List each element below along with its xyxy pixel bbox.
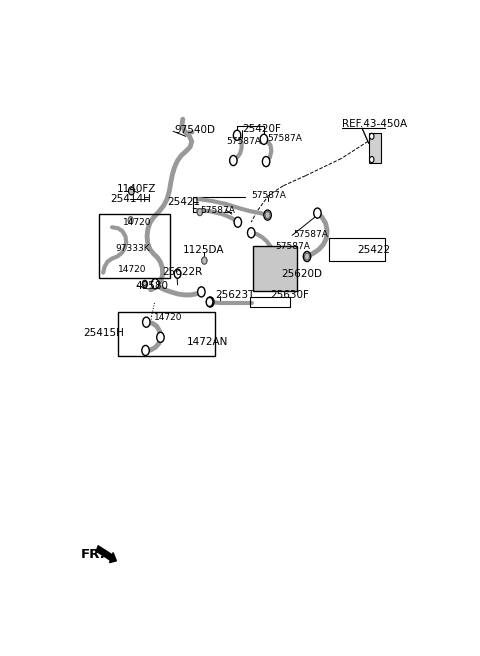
Text: 57587A: 57587A	[251, 192, 286, 200]
Circle shape	[142, 280, 147, 287]
Text: 49580: 49580	[136, 281, 169, 291]
Text: 25414H: 25414H	[110, 194, 152, 204]
Circle shape	[198, 287, 205, 297]
Circle shape	[206, 297, 214, 307]
Circle shape	[229, 155, 237, 165]
Text: 25415H: 25415H	[83, 328, 124, 338]
Bar	[250, 297, 290, 307]
Circle shape	[265, 212, 270, 218]
FancyArrow shape	[96, 546, 116, 563]
Circle shape	[233, 131, 241, 140]
Circle shape	[152, 279, 159, 289]
Circle shape	[202, 257, 207, 264]
Text: 25630F: 25630F	[271, 290, 310, 300]
Circle shape	[129, 187, 134, 195]
Text: 25420F: 25420F	[242, 124, 281, 134]
Circle shape	[263, 157, 270, 167]
Text: 25421: 25421	[167, 197, 200, 207]
Bar	[329, 238, 385, 260]
Text: 57587A: 57587A	[293, 230, 328, 239]
Text: 97333K: 97333K	[115, 244, 150, 253]
Circle shape	[143, 317, 150, 327]
Circle shape	[248, 228, 255, 238]
Bar	[118, 312, 216, 356]
Text: 57587A: 57587A	[227, 137, 262, 146]
Text: 57587A: 57587A	[201, 205, 236, 215]
Circle shape	[304, 253, 310, 260]
Text: FR.: FR.	[81, 548, 105, 561]
Circle shape	[206, 297, 213, 306]
Circle shape	[314, 208, 321, 218]
Circle shape	[303, 251, 311, 262]
Circle shape	[128, 216, 133, 224]
Circle shape	[202, 257, 207, 264]
Circle shape	[264, 210, 271, 220]
Bar	[99, 214, 170, 277]
Circle shape	[197, 209, 203, 216]
Text: 57587A: 57587A	[276, 242, 311, 251]
Text: 97540D: 97540D	[175, 125, 216, 135]
Circle shape	[370, 157, 374, 163]
Text: 57587A: 57587A	[267, 134, 302, 143]
Bar	[369, 133, 381, 163]
Bar	[253, 247, 297, 291]
Text: 14720: 14720	[154, 313, 182, 321]
Text: 1125DA: 1125DA	[183, 245, 224, 255]
Text: 25620D: 25620D	[281, 269, 322, 279]
Circle shape	[370, 133, 374, 139]
Text: 25422: 25422	[358, 245, 391, 255]
Text: 14720: 14720	[118, 265, 146, 274]
Text: 1472AN: 1472AN	[186, 337, 228, 348]
Text: 1140FZ: 1140FZ	[117, 184, 156, 194]
Text: 14720: 14720	[122, 218, 151, 227]
Circle shape	[142, 346, 149, 356]
Text: 25623T: 25623T	[216, 290, 255, 300]
Circle shape	[260, 134, 267, 144]
Circle shape	[234, 217, 241, 227]
Circle shape	[197, 209, 203, 216]
Circle shape	[156, 333, 164, 342]
Text: REF.43-450A: REF.43-450A	[342, 119, 407, 129]
Circle shape	[174, 269, 181, 278]
Text: 25622R: 25622R	[163, 267, 203, 277]
